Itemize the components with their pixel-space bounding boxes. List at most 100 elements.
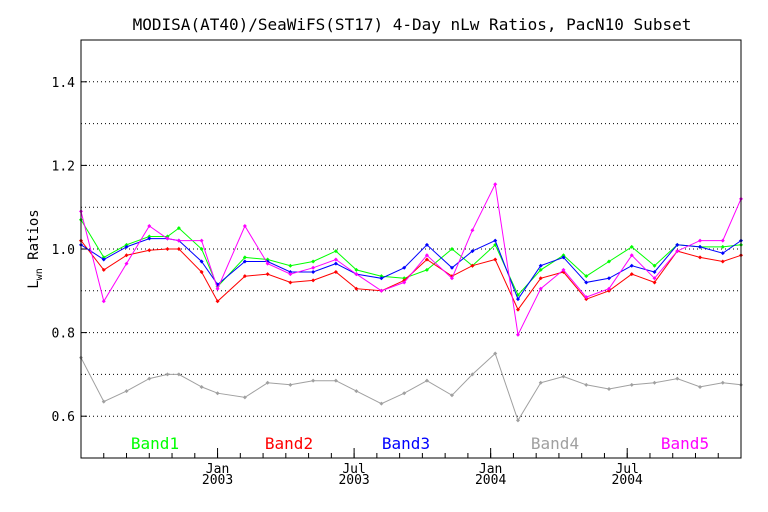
data-point — [265, 261, 270, 266]
data-point — [379, 401, 384, 406]
data-point — [424, 257, 429, 262]
legend: Band1 Band2 Band3 Band4 Band5 — [131, 434, 709, 453]
data-point — [354, 389, 359, 394]
data-point — [199, 384, 204, 389]
data-point — [629, 272, 634, 277]
data-point — [165, 372, 170, 377]
data-point — [242, 274, 247, 279]
data-point — [101, 257, 106, 262]
data-point — [402, 391, 407, 396]
data-point — [333, 261, 338, 266]
data-point — [561, 255, 566, 260]
data-point — [147, 248, 152, 253]
data-point — [652, 380, 657, 385]
series-band2 — [79, 238, 743, 312]
data-point — [515, 307, 520, 312]
data-point — [176, 372, 181, 377]
legend-entry: Band3 — [382, 434, 430, 453]
data-point — [538, 267, 543, 272]
data-point — [698, 244, 703, 249]
data-point — [333, 249, 338, 254]
data-point — [265, 272, 270, 277]
data-point — [720, 259, 725, 264]
axes: 0.60.81.01.21.4Jan2003Jul2003Jan2004Jul2… — [52, 76, 719, 488]
data-point — [333, 257, 338, 262]
data-point — [493, 238, 498, 243]
legend-entry: Band1 — [131, 434, 179, 453]
data-point — [147, 224, 152, 229]
data-point — [288, 269, 293, 274]
data-point — [449, 247, 454, 251]
data-point — [288, 263, 293, 268]
y-tick-label: 0.6 — [52, 410, 75, 425]
data-point — [333, 378, 338, 383]
x-tick-year-label: 2004 — [612, 473, 643, 488]
data-point — [584, 382, 589, 387]
data-point — [379, 288, 384, 293]
data-point — [242, 259, 247, 264]
data-point — [538, 263, 543, 268]
data-point — [675, 249, 680, 254]
data-point — [311, 378, 316, 383]
data-point — [493, 257, 498, 262]
data-point — [515, 332, 520, 337]
series-line — [80, 182, 742, 337]
data-point — [470, 372, 475, 377]
data-point — [124, 389, 129, 394]
data-point — [101, 299, 106, 304]
data-point — [379, 274, 384, 279]
data-point — [147, 236, 152, 241]
data-point — [402, 280, 407, 285]
data-point — [199, 247, 204, 251]
legend-entry: Band5 — [661, 434, 709, 453]
series-band5 — [79, 182, 743, 337]
data-point — [607, 276, 611, 281]
data-point — [176, 226, 181, 231]
data-point — [354, 286, 359, 291]
data-point — [493, 351, 498, 356]
y-tick-label: 0.8 — [52, 327, 75, 342]
data-point — [124, 244, 129, 249]
data-point — [470, 228, 475, 233]
data-point — [176, 247, 181, 251]
data-point — [720, 244, 725, 249]
data-point — [470, 263, 475, 268]
data-point — [449, 265, 454, 270]
data-point — [124, 253, 129, 258]
data-point — [515, 297, 520, 302]
data-point — [379, 276, 384, 281]
data-point — [147, 234, 152, 239]
data-point — [720, 251, 725, 256]
data-point — [165, 247, 170, 251]
legend-entry: Band4 — [531, 434, 579, 453]
data-point — [424, 253, 429, 258]
data-series — [79, 182, 743, 423]
data-point — [311, 259, 316, 264]
data-point — [515, 418, 520, 423]
data-point — [215, 286, 220, 291]
data-point — [176, 238, 181, 243]
data-point — [584, 280, 589, 285]
data-point — [720, 380, 725, 385]
series-band3 — [79, 236, 743, 302]
data-point — [165, 236, 170, 241]
data-point — [629, 253, 634, 258]
data-point — [652, 280, 657, 285]
data-point — [629, 382, 634, 387]
data-point — [199, 269, 204, 274]
x-tick-year-label: 2004 — [475, 473, 506, 488]
data-point — [607, 387, 611, 392]
x-tick-label: Jan — [479, 462, 502, 477]
y-tick-label: 1.4 — [52, 76, 76, 91]
x-tick-year-label: 2003 — [202, 473, 233, 488]
data-point — [288, 382, 293, 387]
data-point — [101, 399, 106, 404]
chart-title: MODISA(AT40)/SeaWiFS(ST17) 4-Day nLw Rat… — [133, 15, 692, 34]
x-tick-label: Jan — [206, 462, 229, 477]
data-point — [354, 272, 359, 277]
y-tick-label: 1.0 — [52, 243, 75, 258]
data-point — [215, 299, 220, 304]
data-point — [584, 295, 589, 300]
data-point — [698, 384, 703, 389]
data-point — [124, 242, 129, 247]
